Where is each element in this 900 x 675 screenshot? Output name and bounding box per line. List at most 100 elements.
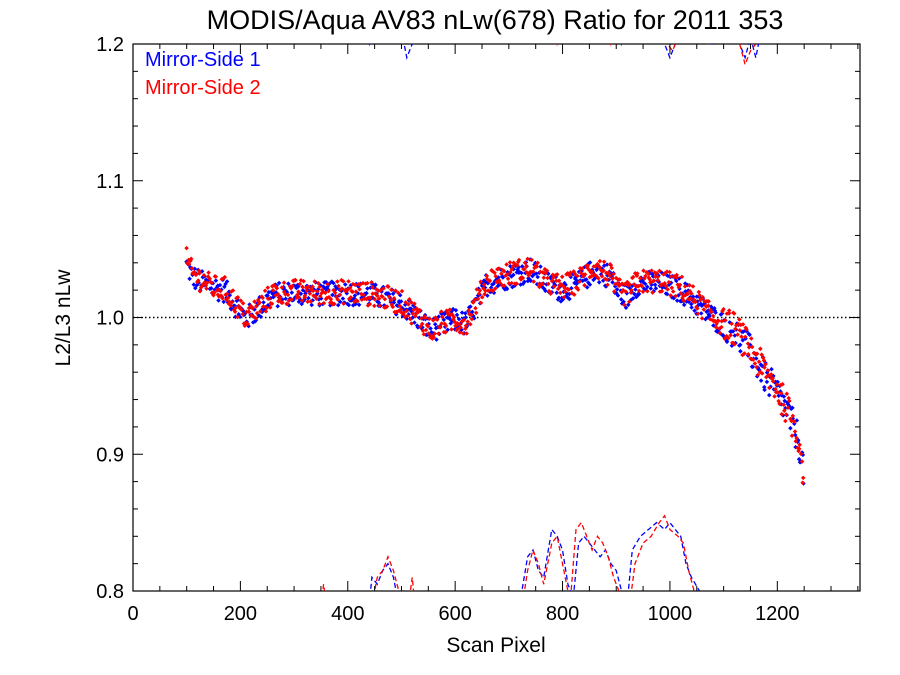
point-mirror-side-2 (627, 282, 632, 287)
point-mirror-side-2 (502, 283, 507, 288)
point-mirror-side-2 (780, 381, 785, 387)
point-mirror-side-2 (530, 269, 536, 274)
point-mirror-side-2 (321, 300, 327, 306)
point-mirror-side-1 (584, 277, 589, 282)
point-mirror-side-1 (504, 286, 510, 292)
point-mirror-side-2 (341, 279, 346, 284)
point-mirror-side-2 (800, 480, 805, 486)
point-mirror-side-2 (332, 290, 338, 296)
point-mirror-side-2 (666, 279, 672, 285)
point-mirror-side-2 (577, 279, 582, 284)
point-mirror-side-2 (426, 331, 431, 336)
point-mirror-side-2 (777, 401, 782, 407)
point-mirror-side-2 (750, 357, 756, 362)
point-mirror-side-2 (289, 297, 294, 302)
point-mirror-side-2 (431, 318, 436, 323)
point-mirror-side-2 (484, 273, 490, 279)
point-mirror-side-2 (431, 335, 437, 340)
point-mirror-side-2 (627, 299, 632, 305)
point-mirror-side-2 (469, 312, 474, 318)
point-mirror-side-1 (713, 310, 718, 315)
point-mirror-side-2 (260, 295, 265, 301)
dashed-lines-layer (322, 44, 760, 591)
point-mirror-side-2 (475, 296, 481, 302)
point-mirror-side-2 (709, 309, 714, 315)
point-mirror-side-2 (740, 322, 746, 327)
point-mirror-side-2 (310, 288, 316, 294)
point-mirror-side-2 (443, 323, 449, 328)
point-mirror-side-2 (544, 268, 550, 274)
x-axis-label: Scan Pixel (446, 634, 545, 657)
point-mirror-side-1 (306, 295, 311, 301)
point-mirror-side-2 (749, 336, 754, 341)
point-mirror-side-2 (493, 274, 498, 279)
legend-entry-mirror-side-1: Mirror-Side 1 (145, 49, 261, 71)
point-mirror-side-2 (258, 309, 263, 314)
point-mirror-side-1 (554, 290, 559, 295)
point-mirror-side-2 (713, 324, 719, 330)
point-mirror-side-2 (763, 362, 768, 367)
dashed-trace (369, 562, 397, 591)
point-mirror-side-2 (434, 317, 440, 322)
point-mirror-side-2 (370, 285, 375, 290)
point-mirror-side-2 (688, 296, 694, 301)
point-mirror-side-2 (367, 301, 373, 307)
point-mirror-side-2 (509, 280, 514, 286)
point-mirror-side-2 (749, 344, 755, 350)
point-mirror-side-2 (726, 311, 732, 316)
point-mirror-side-1 (337, 299, 343, 305)
point-mirror-side-2 (306, 284, 311, 290)
point-mirror-side-2 (759, 352, 764, 357)
point-mirror-side-2 (405, 313, 410, 319)
point-mirror-side-2 (332, 301, 337, 307)
point-mirror-side-2 (438, 325, 443, 330)
point-mirror-side-2 (575, 287, 581, 292)
point-mirror-side-2 (439, 321, 444, 326)
point-mirror-side-2 (559, 274, 565, 280)
point-mirror-side-2 (218, 288, 223, 294)
point-mirror-side-2 (293, 277, 298, 283)
point-mirror-side-1 (390, 291, 396, 297)
point-mirror-side-1 (618, 297, 624, 302)
dashed-trace (739, 44, 760, 60)
point-mirror-side-1 (373, 282, 378, 287)
point-mirror-side-2 (674, 272, 679, 278)
point-mirror-side-2 (501, 268, 507, 274)
point-mirror-side-1 (283, 296, 288, 301)
point-mirror-side-1 (463, 311, 468, 316)
point-mirror-side-2 (690, 284, 696, 289)
point-mirror-side-2 (361, 292, 366, 297)
point-mirror-side-1 (724, 339, 730, 345)
point-mirror-side-2 (755, 372, 761, 378)
point-mirror-side-2 (728, 333, 733, 338)
point-mirror-side-2 (637, 275, 643, 281)
point-mirror-side-1 (224, 279, 230, 284)
point-mirror-side-2 (685, 291, 690, 297)
point-mirror-side-2 (463, 326, 468, 331)
point-mirror-side-2 (663, 283, 669, 289)
point-mirror-side-2 (225, 295, 231, 301)
point-mirror-side-2 (388, 298, 393, 303)
point-mirror-side-2 (184, 245, 189, 251)
point-mirror-side-2 (601, 259, 607, 265)
y-tick-label: 1.1 (96, 171, 124, 193)
point-mirror-side-2 (610, 276, 615, 281)
point-mirror-side-1 (632, 291, 637, 297)
point-mirror-side-2 (758, 346, 763, 352)
point-mirror-side-2 (506, 281, 512, 286)
point-mirror-side-2 (352, 282, 358, 288)
point-mirror-side-2 (717, 330, 723, 336)
point-mirror-side-2 (245, 321, 251, 327)
point-mirror-side-2 (655, 278, 661, 283)
point-mirror-side-2 (403, 300, 408, 305)
point-mirror-side-1 (213, 278, 219, 283)
point-mirror-side-2 (193, 272, 199, 277)
point-mirror-side-2 (353, 289, 359, 294)
point-mirror-side-2 (381, 286, 386, 291)
point-mirror-side-1 (335, 302, 341, 308)
point-mirror-side-2 (250, 305, 255, 311)
dashed-trace (409, 577, 415, 591)
point-mirror-side-2 (297, 281, 303, 287)
point-mirror-side-2 (687, 283, 692, 288)
point-mirror-side-2 (775, 390, 780, 395)
